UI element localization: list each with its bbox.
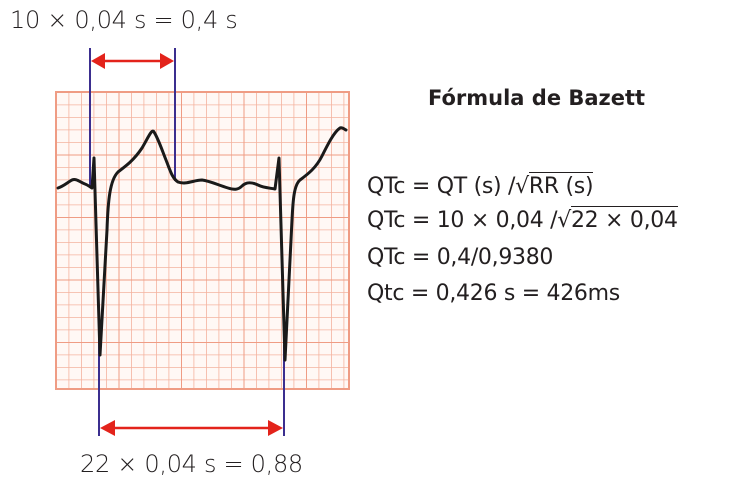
qt-interval-label: 10 × 0,04 s = 0,4 s <box>10 6 238 34</box>
formula-line-4: Qtc = 0,426 s = 426ms <box>367 281 620 306</box>
rr-interval-arrow <box>100 420 283 436</box>
formula-line-1: QTc = QT (s) /√RR (s) <box>367 172 594 199</box>
formula-line-2: QTc = 10 × 0,04 /√22 × 0,04 <box>367 206 678 233</box>
formula-line-3: QTc = 0,4/0,9380 <box>367 245 554 270</box>
qt-interval-arrow <box>91 53 174 69</box>
formula-line-2-radicand: 22 × 0,04 <box>570 206 678 233</box>
sqrt-sign-icon: √ <box>557 208 571 233</box>
formula-line-1-radicand: RR (s) <box>528 172 594 199</box>
sqrt-sign-icon: √ <box>515 174 529 199</box>
ecg-grid-paper <box>55 91 350 390</box>
formula-line-1-lhs: QTc = QT (s) / <box>367 174 516 199</box>
ecg-trace <box>56 126 348 362</box>
formula-title: Fórmula de Bazett <box>428 86 646 110</box>
formula-line-2-lhs: QTc = 10 × 0,04 / <box>367 208 558 233</box>
rr-interval-label: 22 × 0,04 s = 0,88 <box>80 450 303 478</box>
